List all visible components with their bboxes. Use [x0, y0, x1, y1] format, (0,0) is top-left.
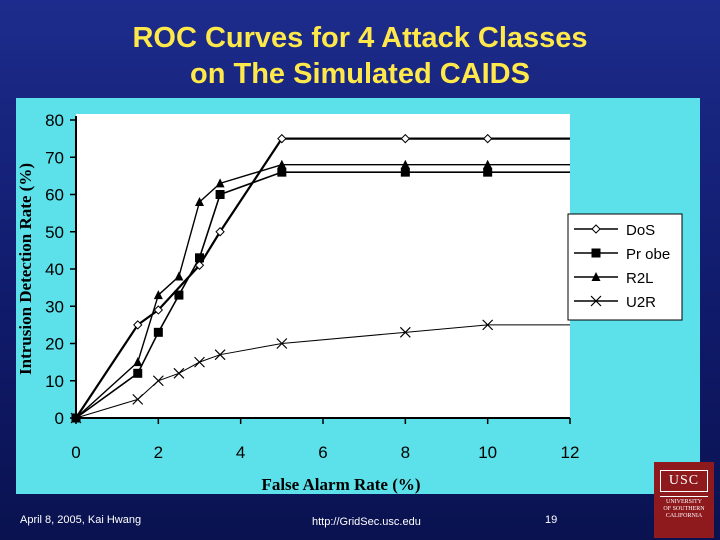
legend-marker-r2l: [591, 272, 601, 281]
point-u2r: [173, 367, 185, 379]
title-line-1: ROC Curves for 4 Attack Classes: [132, 22, 588, 54]
point-probe: [400, 167, 410, 177]
x-tick-label: 6: [318, 443, 327, 462]
y-tick-label: 10: [45, 372, 64, 391]
x-axis-label: False Alarm Rate (%): [261, 475, 420, 494]
point-r2l: [277, 159, 287, 169]
title-line-2: on The Simulated CAIDS: [190, 58, 530, 90]
point-u2r: [276, 338, 288, 349]
point-r2l: [400, 159, 410, 169]
y-tick-label: 40: [45, 260, 64, 279]
x-tick-label: 4: [236, 443, 245, 462]
legend-box: [567, 213, 683, 321]
roc-chart: 0 10 20 30 40 50 60 70 80 0 2 4 6 8 10 12 False Alarm Ra…: [16, 111, 683, 494]
footer-url[interactable]: http://GridSec.usc.edu: [312, 516, 421, 528]
x-tick-label: 12: [561, 443, 580, 462]
slide-title: ROC Curves for 4 Attack Classes on The S…: [0, 20, 720, 92]
university-logo: USC UNIVERSITY OF SOUTHERN CALIFORNIA: [654, 462, 714, 538]
point-probe: [215, 190, 225, 199]
point-probe: [133, 368, 143, 378]
series-line-r2l: [75, 163, 570, 419]
y-tick-label: 20: [45, 335, 64, 354]
point-dos: [277, 133, 287, 144]
chart-area: 0 10 20 30 40 50 60 70 80 0 2 4 6 8 10 12 False Alarm Ra…: [16, 98, 700, 494]
logo-line-2: OF SOUTHERN: [663, 506, 705, 512]
point-r2l: [215, 178, 225, 188]
logo-line-3: CALIFORNIA: [665, 513, 703, 519]
logo-divider: [660, 496, 708, 497]
x-tick-label: 0: [71, 443, 80, 462]
legend-marker-u2r: [590, 295, 602, 307]
y-tick-label: 0: [55, 409, 64, 428]
legend-marker-probe: [591, 248, 601, 258]
legend-marker-dos: [591, 224, 601, 234]
point-u2r: [194, 356, 205, 368]
point-u2r: [132, 393, 144, 405]
point-dos: [400, 133, 411, 144]
point-dos: [153, 305, 164, 315]
point-probe: [153, 327, 163, 337]
legend-label-dos: DoS: [626, 222, 655, 239]
plot-area: [76, 114, 570, 418]
legend-label-u2r: U2R: [626, 294, 656, 311]
y-tick-label: 80: [45, 111, 64, 130]
x-tick-label: 10: [478, 443, 497, 462]
point-r2l: [153, 290, 163, 300]
point-u2r: [152, 375, 164, 387]
point-probe: [483, 167, 493, 177]
point-dos: [133, 320, 143, 330]
point-probe: [174, 290, 184, 300]
legend-label-r2l: R2L: [626, 270, 654, 287]
point-dos: [215, 227, 225, 237]
point-probe: [277, 167, 287, 177]
logo-seal: USC: [660, 470, 708, 492]
series-line-u2r: [75, 324, 570, 419]
point-dos: [482, 133, 493, 144]
point-r2l: [483, 159, 493, 169]
y-tick-label: 60: [45, 186, 64, 205]
point-u2r: [482, 319, 494, 331]
point-r2l: [195, 196, 204, 206]
point-u2r: [70, 412, 82, 424]
point-r2l: [174, 271, 184, 281]
point-probe: [195, 253, 204, 263]
x-tick-label: 2: [154, 443, 163, 462]
page-number: 19: [545, 514, 558, 526]
legend-label-probe: Pr obe: [626, 246, 670, 263]
y-axis-label: Intrusion Detection Rate (%): [16, 163, 35, 375]
y-tick-label: 70: [45, 148, 64, 167]
y-tick-label: 50: [45, 223, 64, 242]
x-tick-label: 8: [401, 443, 410, 462]
logo-line-1: UNIVERSITY: [666, 499, 702, 505]
series-line-probe: [75, 171, 570, 419]
footer-date-author: April 8, 2005, Kai Hwang: [20, 514, 142, 526]
y-tick-label: 30: [45, 297, 64, 316]
point-u2r: [214, 349, 226, 361]
point-u2r: [399, 326, 411, 338]
point-r2l: [133, 357, 143, 367]
